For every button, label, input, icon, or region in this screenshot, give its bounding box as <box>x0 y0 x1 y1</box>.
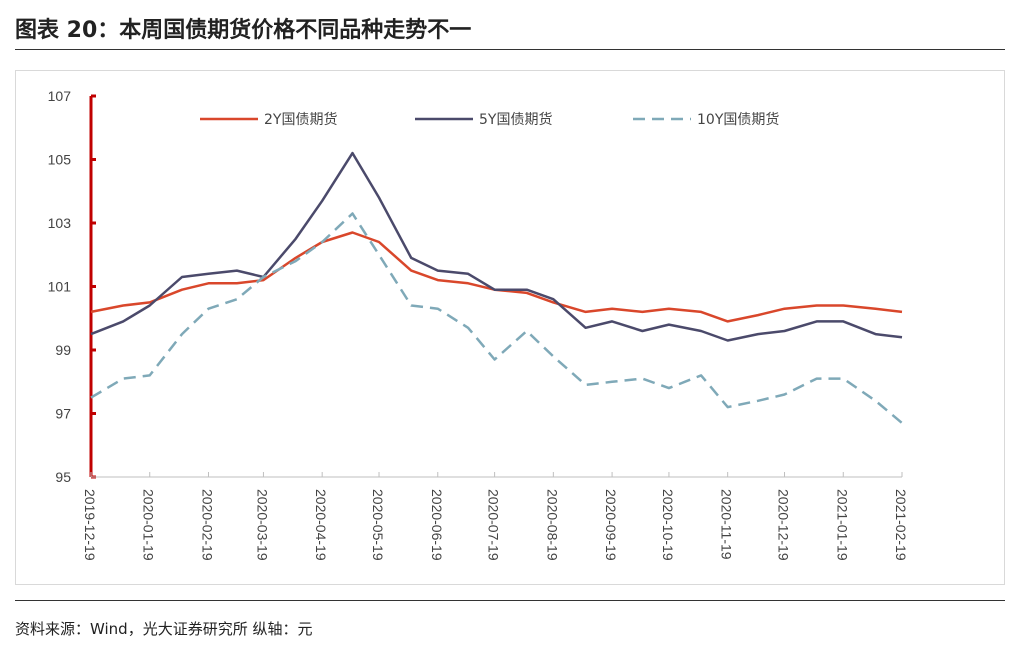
x-tick-label: 2020-09-19 <box>603 489 619 561</box>
footer-divider <box>15 600 1005 601</box>
series-line-2 <box>90 151 903 342</box>
legend-label-2: 5Y国债期货 <box>479 111 552 128</box>
x-tick-label: 2020-04-19 <box>313 489 329 561</box>
x-tick-label: 2020-12-19 <box>776 489 792 561</box>
y-tick-label: 95 <box>55 469 71 485</box>
y-tick-label: 107 <box>48 88 72 104</box>
y-tick-label: 99 <box>55 342 71 358</box>
title-divider <box>15 49 1005 50</box>
x-tick-label: 2020-02-19 <box>199 489 215 561</box>
legend-label-1: 2Y国债期货 <box>264 111 337 128</box>
y-tick-label: 105 <box>48 152 72 168</box>
x-tick-label: 2019-12-19 <box>82 489 98 561</box>
y-tick-label: 97 <box>55 406 71 422</box>
x-tick-label: 2020-01-19 <box>141 489 157 561</box>
x-tick-label: 2020-03-19 <box>254 489 270 561</box>
legend-label-3: 10Y国债期货 <box>697 111 779 128</box>
x-tick-label: 2020-08-19 <box>544 489 560 561</box>
x-tick-label: 2021-01-19 <box>834 489 850 561</box>
series-line-3 <box>90 212 903 424</box>
source-note: 资料来源：Wind，光大证券研究所 纵轴：元 <box>15 620 313 638</box>
x-tick-label: 2020-06-19 <box>429 489 445 561</box>
x-tick-label: 2021-02-19 <box>893 489 909 561</box>
y-tick-label: 103 <box>48 215 72 231</box>
y-tick-label: 101 <box>48 279 72 295</box>
x-tick-label: 2020-11-19 <box>719 489 735 560</box>
chart-frame <box>15 70 1005 585</box>
figure-title: 图表 20：本周国债期货价格不同品种走势不一 <box>15 18 472 43</box>
x-tick-label: 2020-05-19 <box>370 489 386 561</box>
x-tick-label: 2020-10-19 <box>660 489 676 561</box>
x-tick-label: 2020-07-19 <box>486 489 502 561</box>
